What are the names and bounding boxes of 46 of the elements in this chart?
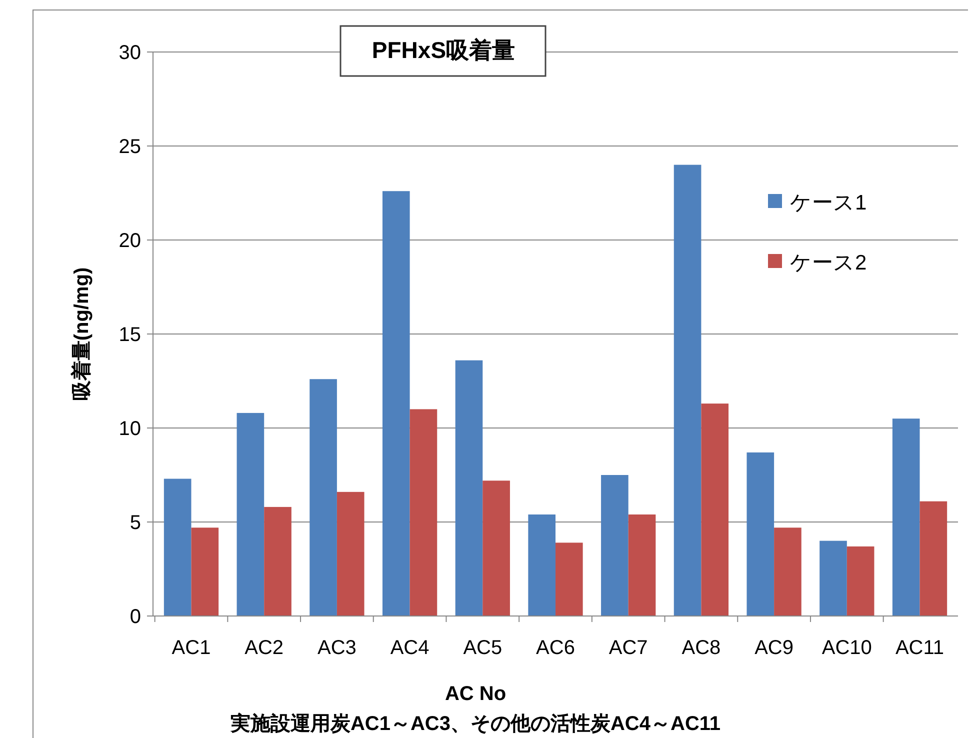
bar (310, 379, 337, 616)
y-tick-label: 0 (130, 606, 141, 628)
text: 実施設運用炭AC1～AC3、その他の活性炭AC4～AC11 (229, 712, 721, 735)
x-tick-label: AC9 (754, 637, 794, 659)
bar (774, 528, 802, 616)
bar (628, 514, 656, 616)
bar (336, 492, 364, 616)
y-axis-title: 吸着量(ng/mg) (70, 267, 93, 401)
x-tick-label: AC10 (822, 637, 872, 659)
bar (820, 540, 847, 616)
bar (482, 480, 510, 616)
y-tick-label: 10 (118, 418, 141, 440)
y-tick-label: 5 (130, 512, 141, 534)
x-tick-label: AC3 (317, 637, 356, 659)
x-tick-label: AC8 (682, 637, 721, 659)
bar (846, 546, 874, 616)
bar (601, 475, 628, 616)
legend-label: ケース2 (790, 251, 867, 274)
bar (410, 409, 438, 616)
bar (191, 528, 219, 616)
y-tick-label: 20 (118, 230, 141, 252)
y-tick-label: 30 (118, 42, 141, 64)
bar (701, 404, 729, 616)
x-tick-label: AC11 (895, 637, 944, 659)
bar (746, 452, 774, 616)
x-axis-title: AC No (444, 683, 506, 705)
bar (382, 191, 410, 616)
x-tick-label: AC4 (390, 637, 430, 659)
bar (164, 478, 192, 616)
x-tick-label: AC7 (608, 637, 648, 659)
bar (556, 542, 583, 616)
legend-label: ケース1 (790, 191, 867, 214)
bar (674, 164, 702, 616)
bar (920, 501, 948, 616)
x-tick-label: AC6 (536, 637, 575, 659)
bar (236, 412, 264, 616)
x-tick-label: AC2 (244, 637, 284, 659)
bar (528, 514, 556, 616)
y-tick-label: 15 (118, 324, 141, 346)
bar (892, 418, 920, 616)
x-tick-label: AC1 (172, 637, 211, 659)
bar (264, 506, 292, 616)
x-tick-label: AC5 (463, 637, 502, 659)
bar (455, 360, 483, 616)
y-tick-label: 25 (118, 136, 141, 158)
chart-title: PFHxS吸着量 (372, 37, 516, 63)
